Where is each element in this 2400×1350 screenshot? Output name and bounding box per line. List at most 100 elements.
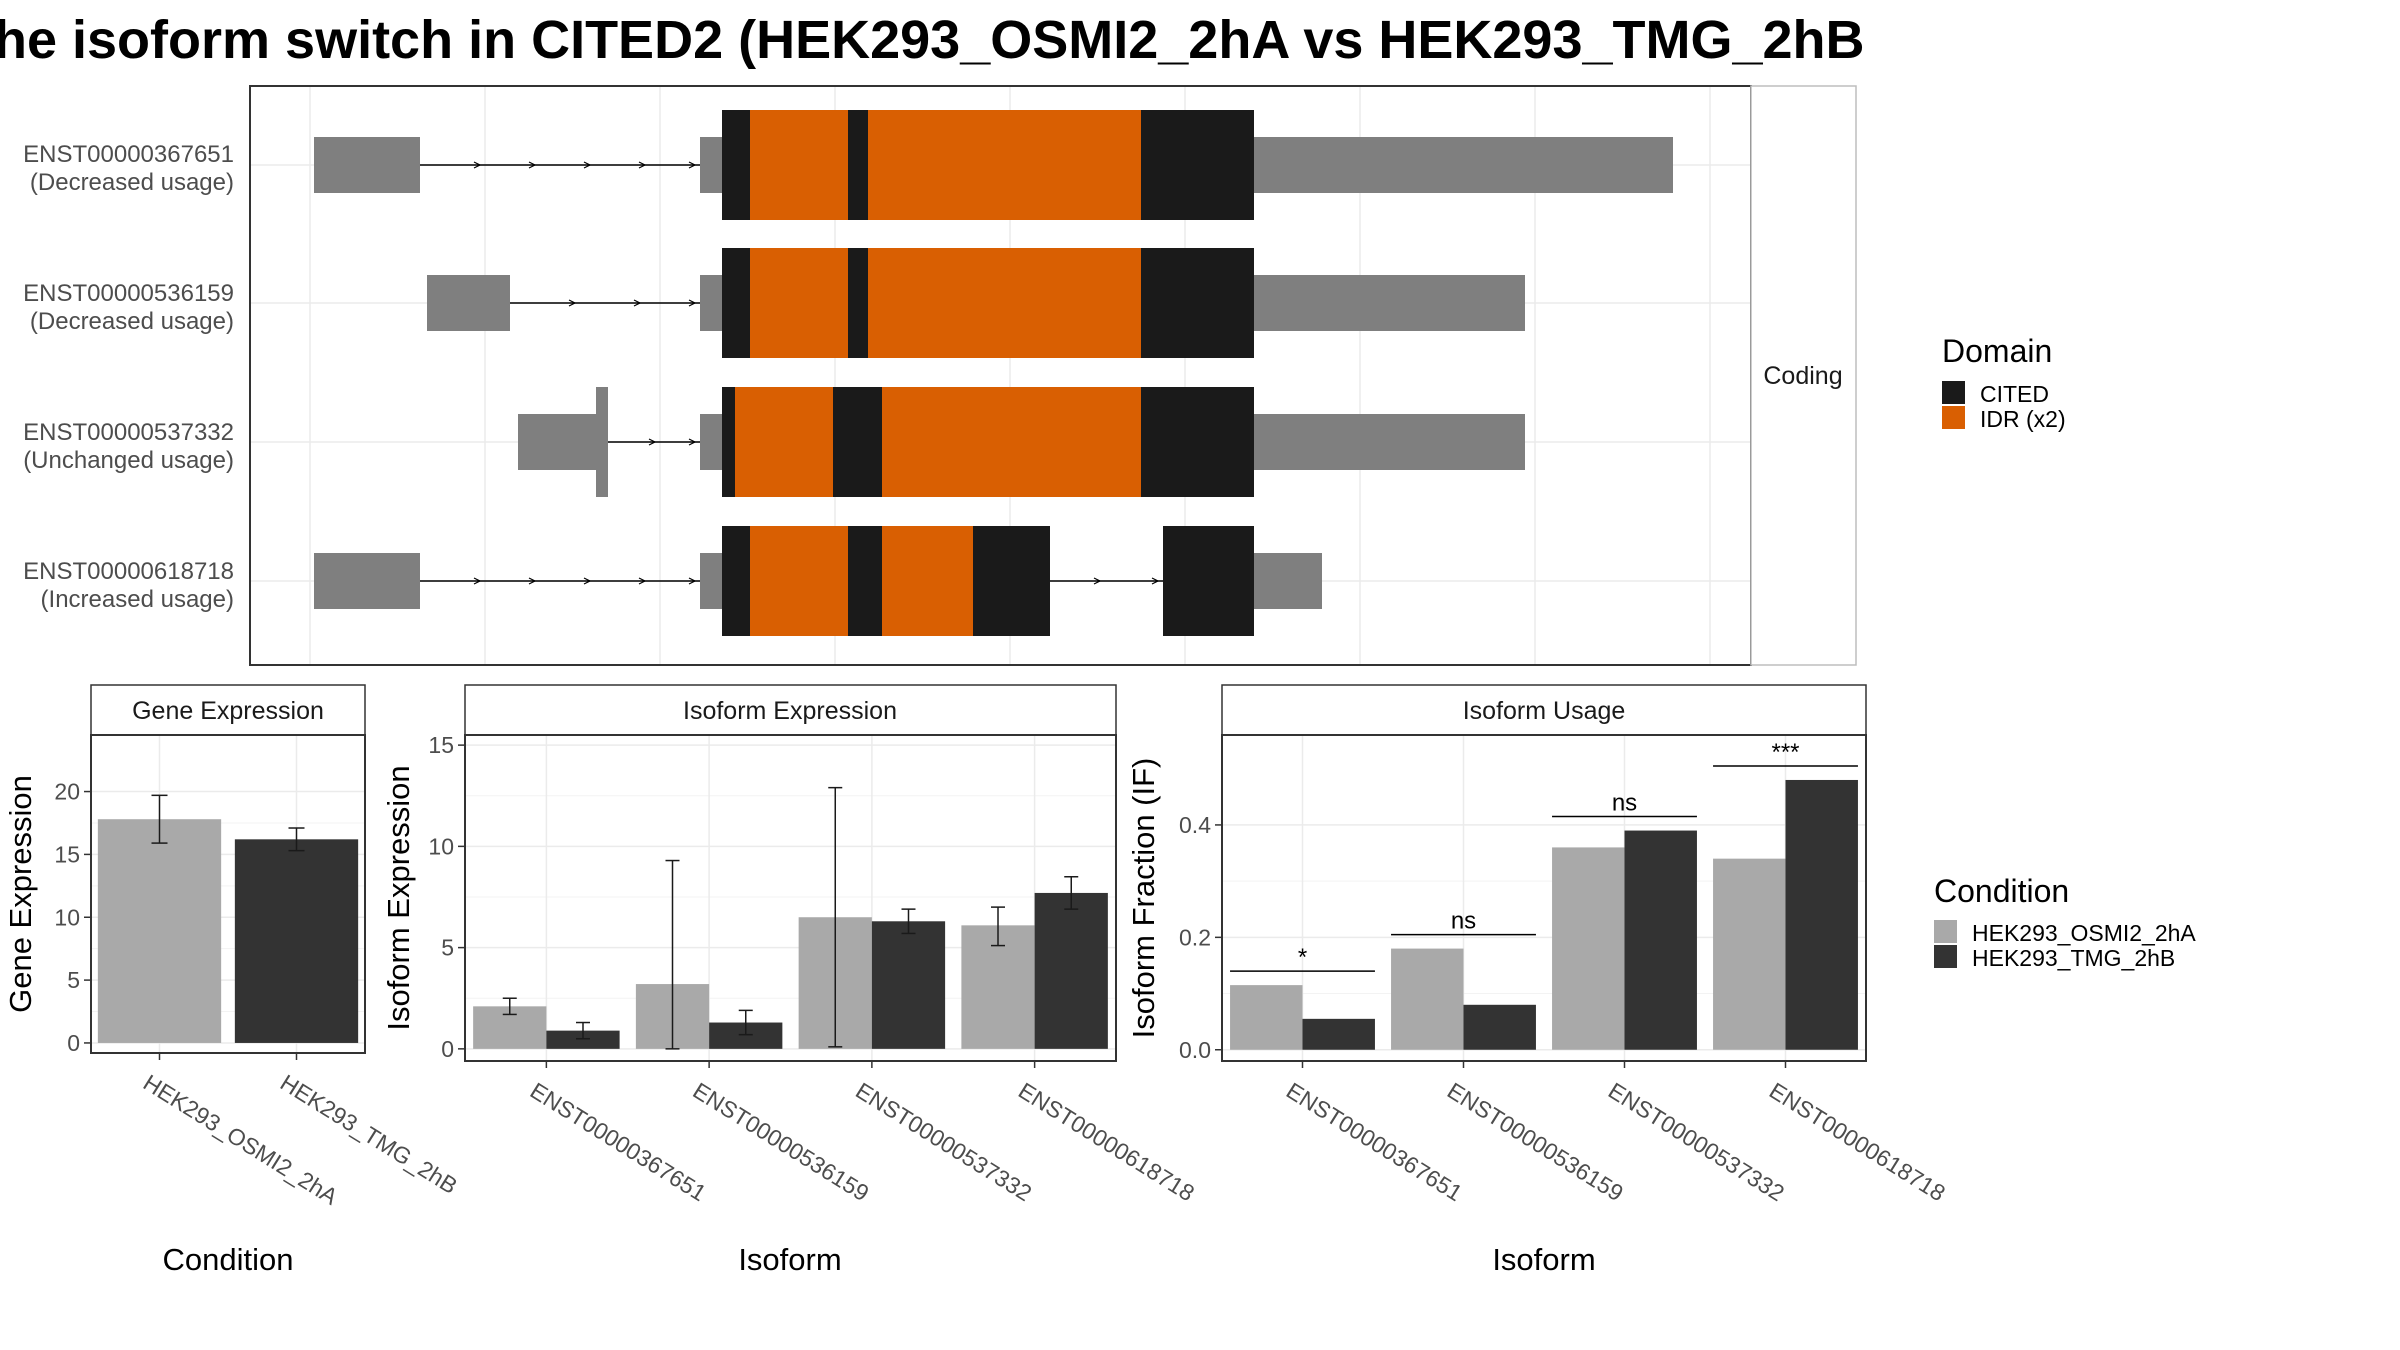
idr-domain <box>750 110 848 220</box>
isoform-expression-strip-title: Isoform Expression <box>683 697 897 725</box>
gene-expression-strip-title: Gene Expression <box>132 697 324 725</box>
significance-label: ns <box>1612 790 1637 817</box>
strand-arrow <box>688 577 697 585</box>
isoform-usage-x-axis-title: Isoform <box>1492 1242 1595 1277</box>
gene-expression-x-axis-title: Condition <box>163 1242 294 1277</box>
idr-domain <box>868 110 1141 220</box>
cited-domain <box>973 526 1050 636</box>
utr-exon <box>700 275 722 331</box>
structure-strip-label: Coding <box>1763 362 1842 390</box>
bar <box>1034 892 1108 1049</box>
bar <box>1391 948 1464 1050</box>
x-tick-label: ENST00000537332 <box>1604 1077 1789 1206</box>
legend-key-cond-b <box>1934 945 1957 968</box>
transcript-id-label: ENST00000537332 <box>23 419 234 446</box>
strand-arrow <box>648 438 657 446</box>
transcript-id-label: ENST00000618718 <box>23 558 234 585</box>
bar <box>1785 779 1858 1050</box>
utr-exon <box>1254 137 1673 193</box>
legend-key-cited <box>1942 381 1965 404</box>
y-tick-label: 20 <box>54 779 80 805</box>
utr-exon <box>518 414 596 470</box>
legend-label-cond-a: HEK293_OSMI2_2hA <box>1972 920 2196 946</box>
strand-arrow <box>1093 577 1102 585</box>
strand-arrow <box>638 161 647 169</box>
significance-label: ns <box>1451 908 1476 935</box>
strand-arrow <box>528 161 537 169</box>
y-tick-label: 5 <box>441 935 454 961</box>
bar <box>1230 985 1303 1050</box>
idr-domain <box>882 526 973 636</box>
legend-key-cond-a <box>1934 920 1957 943</box>
cited-domain <box>722 387 735 497</box>
isoform-usage-y-ticks: 0.0 0.2 0.4 <box>1179 812 1222 1063</box>
isoform-expression-x-axis-title: Isoform <box>738 1242 841 1277</box>
x-tick-label: ENST00000536159 <box>1443 1077 1628 1206</box>
idr-domain <box>750 526 848 636</box>
condition-legend: Condition HEK293_OSMI2_2hA HEK293_TMG_2h… <box>1934 873 2196 971</box>
x-tick-label: ENST00000367651 <box>526 1077 711 1206</box>
isoform-expression-border <box>464 734 1117 1062</box>
transcript-id-label: ENST00000536159 <box>23 280 234 307</box>
y-tick-label: 0 <box>441 1036 454 1062</box>
bar <box>97 819 222 1043</box>
strand-arrow <box>473 161 482 169</box>
idr-domain <box>735 387 833 497</box>
utr-exon <box>314 553 420 609</box>
cited-domain <box>722 110 750 220</box>
significance-label: *** <box>1771 739 1799 766</box>
cited-domain <box>1163 526 1254 636</box>
gene-expression-errorbars <box>151 794 305 852</box>
gene-expression-y-axis-title: Gene Expression <box>3 775 38 1013</box>
utr-exon <box>1254 414 1525 470</box>
bar <box>1713 858 1786 1050</box>
y-tick-label: 0.4 <box>1179 812 1211 838</box>
legend-label-idr: IDR (x2) <box>1980 406 2066 432</box>
isoform-expression-bars <box>473 892 1108 1049</box>
y-tick-label: 0.2 <box>1179 924 1211 950</box>
cited-domain <box>1141 110 1254 220</box>
cited-domain <box>848 248 868 358</box>
strand-arrow <box>638 577 647 585</box>
strand-arrow <box>583 577 592 585</box>
transcript-id-label: ENST00000367651 <box>23 141 234 168</box>
strand-arrow <box>583 161 592 169</box>
transcript-labels: ENST00000367651 (Decreased usage) ENST00… <box>23 141 234 613</box>
isoform-usage-bars <box>1230 779 1858 1050</box>
bar <box>546 1030 620 1049</box>
isoform-expression-x-ticks: ENST00000367651ENST00000536159ENST000005… <box>526 1061 1199 1206</box>
isoform-usage-significance: * ns ns *** <box>1230 739 1858 972</box>
utr-exon <box>700 414 722 470</box>
transcript-usage-label: (Decreased usage) <box>30 169 234 196</box>
x-tick-label: ENST00000618718 <box>1765 1077 1950 1206</box>
strand-arrow <box>528 577 537 585</box>
isoform-usage-panel: Isoform Usage * ns ns *** 0.0 0.2 0.4 ENST000… <box>1126 684 1950 1277</box>
bar <box>234 839 359 1043</box>
strand-arrow <box>688 438 697 446</box>
y-tick-label: 15 <box>54 841 80 867</box>
condition-legend-title: Condition <box>1934 873 2069 909</box>
y-tick-label: 15 <box>428 732 454 758</box>
legend-label-cond-b: HEK293_TMG_2hB <box>1972 945 2175 971</box>
isoform-usage-border <box>1221 734 1867 1062</box>
legend-key-idr <box>1942 406 1965 429</box>
bar <box>1463 1004 1536 1050</box>
utr-exon <box>596 387 608 497</box>
strand-arrow <box>568 299 577 307</box>
strand-arrow <box>473 577 482 585</box>
bar <box>871 921 946 1049</box>
isoform-usage-strip-title: Isoform Usage <box>1463 697 1626 725</box>
figure-title: he isoform switch in CITED2 (HEK293_OSMI… <box>0 10 1865 70</box>
isoform-expression-y-ticks: 0 5 10 15 <box>428 732 465 1062</box>
strand-arrow <box>688 161 697 169</box>
significance-label: * <box>1298 944 1307 971</box>
bar <box>1624 830 1697 1050</box>
transcript-usage-label: (Unchanged usage) <box>23 447 234 474</box>
utr-exon <box>700 137 722 193</box>
x-tick-label: ENST00000537332 <box>851 1077 1036 1206</box>
x-tick-label: ENST00000367651 <box>1282 1077 1467 1206</box>
y-tick-label: 5 <box>67 967 80 993</box>
legend-label-cited: CITED <box>1980 381 2049 407</box>
